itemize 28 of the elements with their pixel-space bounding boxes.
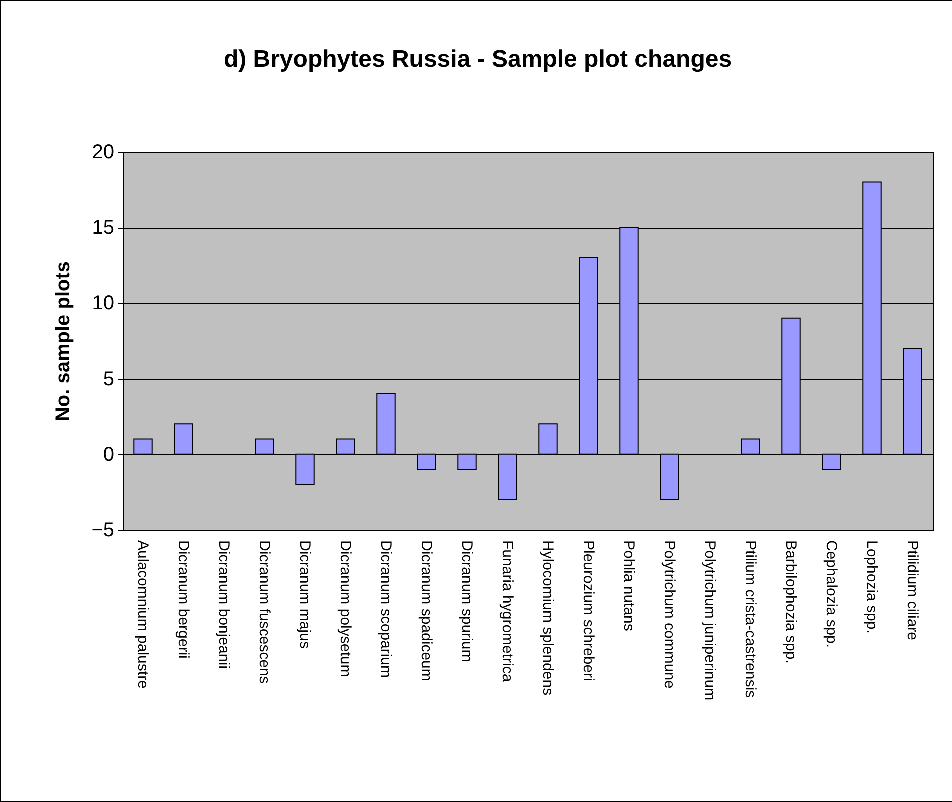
x-tick-label: Dicranum bergerii: [174, 540, 192, 659]
x-tick-label: Dicranum spadiceum: [418, 540, 435, 682]
x-tick-label: Ptilidium ciliare: [904, 540, 921, 641]
chart-title: d) Bryophytes Russia - Sample plot changes: [224, 46, 732, 73]
x-tick-label: Dicranum spurium: [458, 540, 476, 662]
y-tick-label: −5: [92, 520, 114, 542]
x-tick-label: Dicranum polysetum: [336, 540, 354, 678]
y-tick-label: 5: [103, 368, 114, 390]
y-tick-label: 10: [92, 292, 114, 315]
x-tick-label: Ptilium crista-castrensis: [742, 540, 759, 698]
y-tick-label: 15: [92, 217, 114, 240]
y-tick-label: 0: [103, 444, 114, 466]
y-axis-title: No. sample plots: [52, 261, 75, 422]
x-tick-label: Aulacomnium palustre: [134, 540, 152, 689]
x-tick-label: Funaria hygrometrica: [498, 540, 516, 683]
x-tick-label: Cephalozia spp.: [822, 540, 840, 648]
x-tick-label: Dicranum fuscescens: [256, 540, 273, 684]
x-tick-label: Pohlia nutans: [620, 540, 638, 632]
x-tick-label: Dicranum majus: [296, 540, 314, 649]
y-tick-label: 20: [92, 142, 114, 164]
x-tick-label: Dicranum bonjeanii: [215, 540, 232, 669]
x-tick-label: Polytrichum commune: [660, 540, 678, 689]
x-tick-label: Hylocomium splendens: [539, 540, 556, 696]
x-tick-label: Pleurozium schreberi: [580, 540, 597, 682]
x-tick-label: Barbilophozia spp.: [782, 540, 800, 664]
x-tick-label: Polytrichum juniperinum: [701, 540, 718, 701]
x-tick-label: Dicranum scoparium: [377, 540, 394, 678]
x-tick-label: Lophozia spp.: [863, 540, 880, 634]
